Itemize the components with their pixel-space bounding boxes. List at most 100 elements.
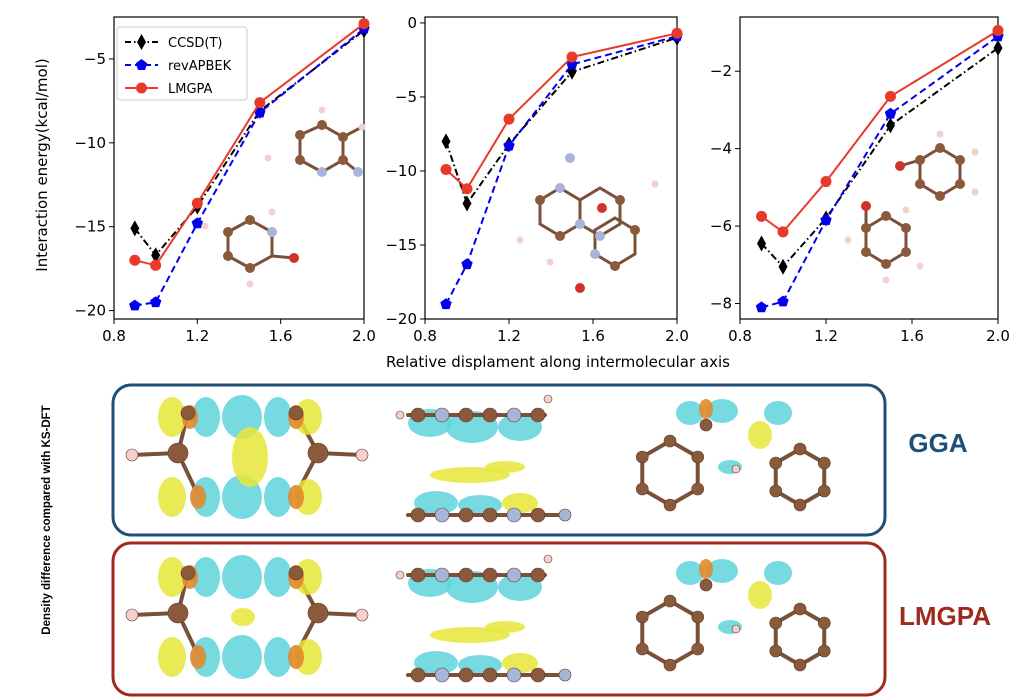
isosurface-lobe: [502, 653, 538, 673]
atom: [699, 418, 713, 432]
data-point: [191, 197, 203, 209]
y-tick-label: −6: [710, 217, 732, 235]
x-tick-label: 2.0: [665, 327, 689, 345]
molecule-inset-phenols: [844, 130, 979, 284]
data-point: [777, 295, 789, 307]
isosurface-lobe: [430, 627, 510, 643]
isosurface-lobe: [485, 461, 525, 473]
isosurface-lobe: [676, 561, 704, 585]
atom: [395, 410, 405, 420]
data-point: [820, 176, 832, 188]
atom: [482, 407, 498, 423]
data-point: [503, 139, 515, 151]
x-tick-label: 1.2: [185, 327, 209, 345]
isosurface-lobe: [764, 561, 792, 585]
isosurface-lobe: [158, 637, 186, 677]
pentagon-marker-icon: [135, 59, 148, 70]
data-point: [440, 298, 452, 310]
lmgpa-density-isosurfaces: [125, 554, 831, 683]
data-point: [885, 90, 896, 102]
atom: [731, 464, 741, 474]
data-point: [150, 259, 162, 271]
chart-panel-2: 0.8 1.2 1.6 2.0 0 −5 −10 −15 −20: [385, 14, 689, 345]
atom: [530, 507, 546, 523]
data-point: [503, 113, 515, 125]
data-point: [254, 97, 266, 109]
x-tick-label: 0.8: [413, 327, 437, 345]
atom: [558, 508, 572, 522]
atom: [635, 482, 649, 496]
data-point: [191, 217, 203, 229]
data-point: [440, 163, 452, 175]
legend-box: [116, 26, 248, 101]
atom: [769, 484, 783, 498]
isosurface-lobe: [764, 401, 792, 425]
data-point: [886, 117, 895, 134]
data-point: [129, 254, 141, 266]
atom: [635, 450, 649, 464]
gga-label: GGA: [908, 428, 967, 458]
atom: [530, 667, 546, 683]
data-point: [778, 258, 788, 275]
x-tick-label: 0.8: [728, 327, 752, 345]
data-point: [757, 235, 766, 252]
isosurface-lobe: [485, 621, 525, 633]
lmgpa-panel-frame: [111, 541, 887, 697]
isosurface-lobe: [192, 557, 220, 597]
x-tick-label: 0.8: [102, 327, 126, 345]
atom: [434, 507, 450, 523]
diamond-marker-icon: [137, 34, 146, 50]
isosurface-lobe: [158, 557, 186, 597]
atom: [530, 407, 546, 423]
data-point: [755, 301, 768, 313]
circle-marker-icon: [136, 82, 147, 94]
atom: [288, 405, 304, 421]
atom: [458, 567, 474, 583]
atom: [817, 616, 831, 630]
isosurface-lobe: [288, 485, 304, 509]
y-axis-label: Interaction energy(kcal/mol): [33, 58, 51, 271]
atom: [355, 448, 369, 462]
atom: [543, 394, 553, 404]
atom: [125, 608, 139, 622]
y-tick-label: −20: [74, 302, 106, 320]
y-tick-label: −4: [710, 140, 732, 158]
atom: [167, 442, 189, 464]
legend-label-lmgpa: LMGPA: [168, 82, 213, 97]
atom: [288, 565, 304, 581]
y-tick-label: −8: [710, 295, 732, 313]
atom: [395, 570, 405, 580]
atom: [167, 602, 189, 624]
data-point: [129, 299, 141, 311]
legend-item-ccsdt: CCSD(T): [125, 34, 223, 51]
data-point: [130, 220, 140, 237]
atom: [663, 658, 677, 672]
atom: [663, 434, 677, 448]
x-tick-label: 1.6: [581, 327, 605, 345]
isosurface-lobe: [748, 581, 772, 609]
atom: [482, 567, 498, 583]
y-tick-label: −20: [385, 310, 417, 328]
x-tick-label: 2.0: [986, 327, 1010, 345]
atom: [691, 642, 705, 656]
chart-panel-3: 0.8 1.2 1.6 2.0 −2 −4 −6 −8: [710, 16, 1010, 345]
series-line-revapbek: [445, 35, 678, 305]
y-tick-label: −10: [74, 134, 106, 152]
atom: [558, 668, 572, 682]
y-tick-label: −15: [74, 218, 106, 236]
chart-panel-1: 0.8 1.2 1.6 2.0 −5 −10 −15 −20: [74, 16, 376, 345]
data-point: [441, 133, 451, 150]
atom: [699, 578, 713, 592]
plot-frame: [113, 16, 365, 320]
isosurface-lobe: [222, 555, 262, 599]
atom: [769, 616, 783, 630]
series-line-ccsdt: [760, 47, 999, 269]
atom: [506, 667, 522, 683]
atom: [458, 667, 474, 683]
isosurface-lobe: [264, 397, 292, 437]
plot-frame: [424, 16, 678, 320]
atom: [635, 610, 649, 624]
atom: [731, 624, 741, 634]
isosurface-lobe: [232, 427, 268, 487]
